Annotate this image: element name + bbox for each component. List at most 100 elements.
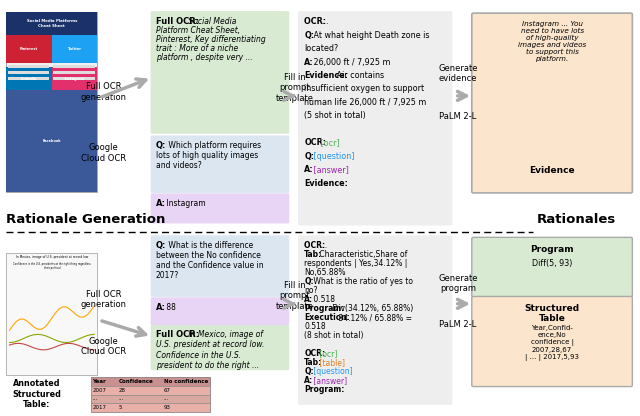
Bar — [6, 67, 52, 90]
FancyBboxPatch shape — [6, 253, 97, 375]
FancyBboxPatch shape — [298, 11, 452, 225]
Text: A:: A: — [156, 303, 166, 312]
FancyBboxPatch shape — [150, 325, 289, 370]
Text: Pinterest, Key differentiating: Pinterest, Key differentiating — [156, 35, 266, 44]
Text: Tab:: Tab: — [305, 250, 323, 260]
Text: Diff(5, 93): Diff(5, 93) — [532, 259, 572, 268]
Text: Pinterest: Pinterest — [20, 47, 38, 51]
FancyBboxPatch shape — [6, 12, 97, 192]
Text: Confidence in the U.S. presidents at the right thing regardless
their political: Confidence in the U.S. presidents at the… — [13, 262, 91, 270]
Bar — [6, 90, 97, 192]
Text: [ocr]: [ocr] — [317, 138, 339, 147]
Text: Execution:: Execution: — [305, 313, 350, 322]
Text: Annotated
Structured
Table:: Annotated Structured Table: — [12, 379, 61, 409]
Text: 2007: 2007 — [92, 388, 106, 393]
Text: Q:: Q: — [156, 141, 166, 150]
Text: Generate
program: Generate program — [438, 274, 477, 293]
Text: no?: no? — [305, 286, 318, 295]
Text: Platform Cheat Sheet,: Platform Cheat Sheet, — [156, 26, 240, 35]
Text: 2017?: 2017? — [156, 271, 179, 280]
Text: Tab:: Tab: — [305, 358, 323, 367]
Text: No,65.88%: No,65.88% — [305, 268, 346, 277]
Text: At what height Death zone is: At what height Death zone is — [311, 31, 429, 40]
Text: Q:: Q: — [305, 31, 314, 40]
Text: [table]: [table] — [317, 358, 345, 367]
Text: In Mexico, image of U.S. president at record low: In Mexico, image of U.S. president at re… — [16, 255, 88, 259]
Text: A:: A: — [156, 199, 166, 208]
Text: Instagram ... You
need to have lots
of high-quality
images and videos
to support: Instagram ... You need to have lots of h… — [518, 20, 586, 62]
Bar — [91, 394, 210, 403]
FancyBboxPatch shape — [298, 235, 452, 405]
Text: Div(34.12%, 65.88%): Div(34.12%, 65.88%) — [330, 304, 413, 313]
Text: Google
Cloud OCR: Google Cloud OCR — [81, 143, 126, 163]
Text: Q:: Q: — [305, 367, 314, 376]
Text: [question]: [question] — [311, 152, 355, 161]
Bar — [8, 77, 49, 80]
Text: Q:: Q: — [305, 277, 314, 286]
Bar — [91, 386, 210, 394]
FancyBboxPatch shape — [150, 297, 289, 325]
Text: and the Confidence value in: and the Confidence value in — [156, 261, 263, 270]
Text: president to do the right ...: president to do the right ... — [156, 361, 259, 370]
Text: Q:: Q: — [156, 240, 166, 250]
Text: trait : More of a niche: trait : More of a niche — [156, 44, 238, 53]
Text: ...: ... — [321, 17, 328, 26]
Text: [answer]: [answer] — [310, 376, 347, 385]
Text: Q:: Q: — [305, 152, 314, 161]
Text: Rationales: Rationales — [536, 213, 616, 226]
FancyBboxPatch shape — [150, 11, 289, 134]
Bar — [53, 77, 95, 80]
Text: Confidence: Confidence — [118, 379, 154, 384]
Text: Characteristic,Share of: Characteristic,Share of — [317, 250, 407, 260]
Text: Social Media: Social Media — [186, 17, 236, 26]
Text: 93: 93 — [164, 405, 171, 410]
Text: respondents | Yes,34.12% |: respondents | Yes,34.12% | — [305, 259, 408, 268]
Text: Program: Program — [531, 245, 574, 254]
Text: Full OCR
generation: Full OCR generation — [81, 290, 127, 310]
Text: 5: 5 — [118, 405, 122, 410]
Text: Structured
Table: Structured Table — [525, 304, 580, 323]
Bar — [91, 377, 210, 412]
Text: What is the difference: What is the difference — [166, 240, 253, 250]
Text: Rationale Generation: Rationale Generation — [6, 213, 166, 226]
Text: PaLM 2-L: PaLM 2-L — [439, 319, 477, 329]
Text: 28: 28 — [118, 388, 125, 393]
Text: U.S. president at record low.: U.S. president at record low. — [156, 340, 264, 349]
Text: 0.518: 0.518 — [310, 295, 335, 304]
Text: Twitter: Twitter — [68, 47, 82, 51]
Text: human life 26,000 ft / 7,925 m: human life 26,000 ft / 7,925 m — [305, 98, 427, 107]
Text: between the No confidence: between the No confidence — [156, 251, 260, 260]
Text: Program:: Program: — [305, 304, 345, 313]
Text: Instagram: Instagram — [65, 77, 84, 81]
Text: Evidence:: Evidence: — [305, 71, 348, 80]
Text: 67: 67 — [164, 388, 171, 393]
Text: Facebook: Facebook — [43, 139, 61, 143]
Text: 34.12% / 65.88% =: 34.12% / 65.88% = — [336, 313, 412, 322]
Text: Which platform requires: Which platform requires — [166, 141, 261, 150]
Text: Instagram: Instagram — [164, 199, 206, 208]
Bar — [91, 403, 210, 412]
Text: platform , despite very ...: platform , despite very ... — [156, 53, 252, 62]
Bar — [52, 67, 97, 90]
FancyBboxPatch shape — [472, 13, 632, 193]
Text: A:: A: — [305, 165, 314, 174]
Bar — [52, 35, 97, 63]
FancyBboxPatch shape — [150, 136, 289, 193]
Text: What is the ratio of yes to: What is the ratio of yes to — [310, 277, 413, 286]
Text: insufficient oxygen to support: insufficient oxygen to support — [305, 84, 424, 94]
Text: PaLM 2-L: PaLM 2-L — [439, 112, 477, 121]
Text: [question]: [question] — [310, 367, 352, 376]
Text: [ocr]: [ocr] — [317, 349, 337, 358]
Text: 2017: 2017 — [92, 405, 106, 410]
Text: Social Media Platforms
Cheat Sheet: Social Media Platforms Cheat Sheet — [27, 20, 77, 28]
Text: ...: ... — [164, 396, 169, 401]
Text: Fill in
prompt
template: Fill in prompt template — [276, 73, 314, 103]
Text: lots of high quality images: lots of high quality images — [156, 151, 258, 160]
Text: ...: ... — [118, 396, 124, 401]
Text: Full OCR
generation: Full OCR generation — [81, 82, 127, 102]
Text: Fill in
prompt
template: Fill in prompt template — [276, 281, 314, 311]
Text: A:: A: — [305, 57, 314, 67]
Text: OCR:: OCR: — [305, 349, 326, 358]
Text: [answer]: [answer] — [311, 165, 349, 174]
Text: Full OCR:: Full OCR: — [156, 17, 199, 26]
